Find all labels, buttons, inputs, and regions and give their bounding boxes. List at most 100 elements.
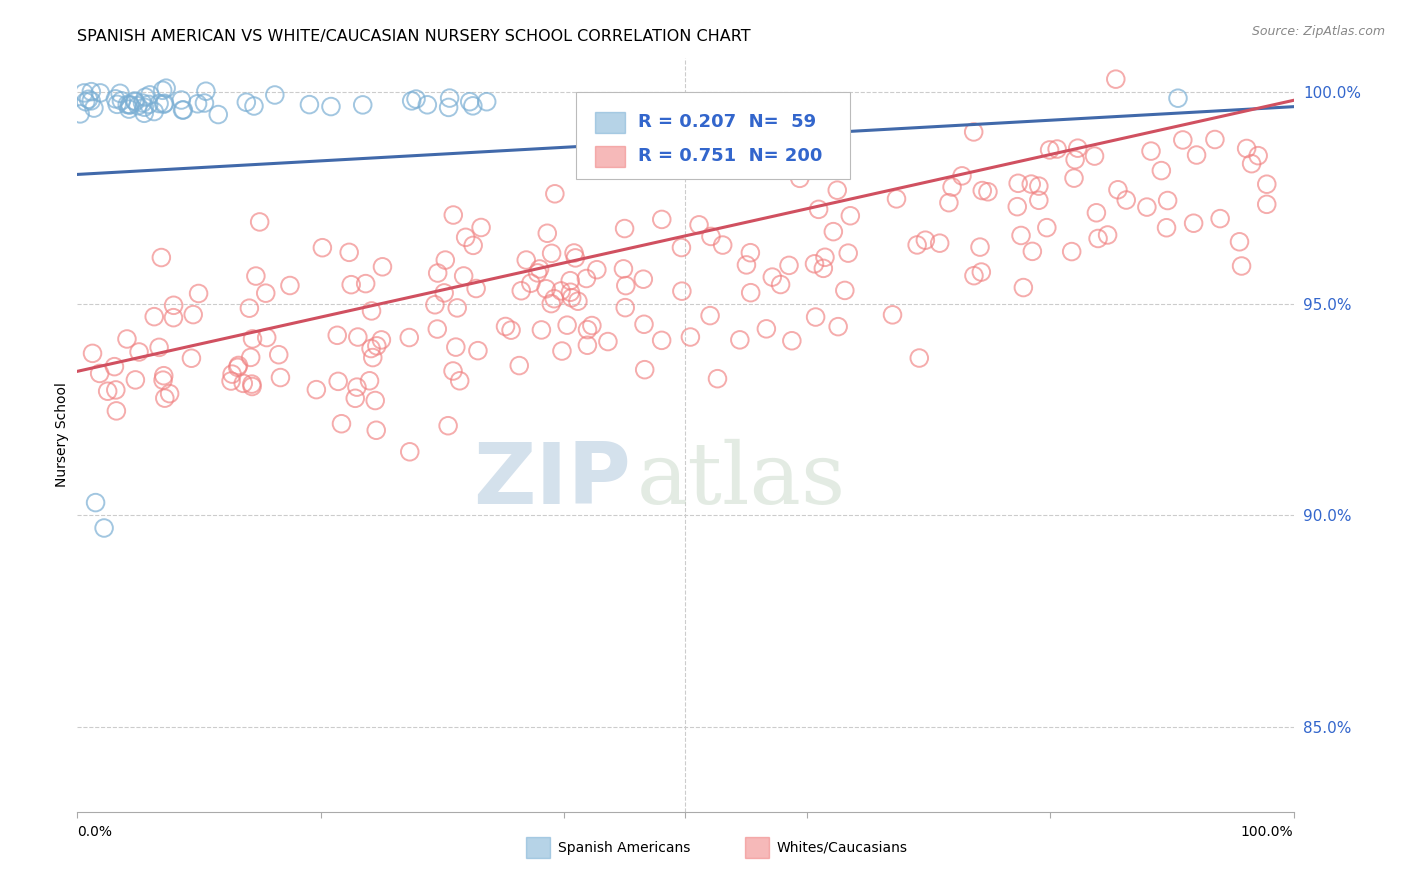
- Point: [405, 92, 427, 106]
- Point: [364, 393, 387, 408]
- Point: [1171, 133, 1194, 147]
- Point: [398, 330, 420, 344]
- FancyBboxPatch shape: [595, 146, 624, 167]
- Point: [1097, 227, 1119, 242]
- Point: [576, 323, 599, 337]
- Point: [806, 144, 828, 158]
- Point: [437, 100, 460, 114]
- Point: [187, 286, 209, 301]
- Point: [152, 97, 174, 112]
- Point: [1028, 179, 1050, 194]
- Point: [128, 345, 150, 359]
- Point: [586, 262, 609, 277]
- Point: [328, 375, 350, 389]
- Point: [1115, 193, 1137, 207]
- Point: [449, 374, 471, 388]
- Point: [1021, 244, 1043, 259]
- Point: [526, 266, 548, 280]
- Point: [232, 376, 254, 391]
- Point: [155, 81, 177, 95]
- Point: [256, 330, 278, 344]
- Point: [278, 278, 301, 293]
- Point: [1007, 200, 1029, 214]
- Point: [1060, 244, 1083, 259]
- Point: [576, 338, 599, 352]
- Point: [172, 103, 194, 117]
- Point: [612, 261, 634, 276]
- Point: [461, 99, 484, 113]
- Point: [441, 364, 464, 378]
- Point: [82, 346, 104, 360]
- Point: [453, 268, 475, 283]
- Point: [540, 246, 562, 260]
- Point: [243, 99, 266, 113]
- Point: [671, 241, 693, 255]
- Point: [207, 107, 229, 121]
- Point: [434, 253, 457, 268]
- Point: [398, 444, 420, 458]
- Point: [139, 87, 162, 102]
- Point: [614, 278, 637, 293]
- Point: [970, 265, 993, 279]
- Point: [193, 96, 215, 111]
- Point: [1083, 149, 1105, 163]
- Point: [131, 96, 153, 111]
- Point: [728, 333, 751, 347]
- Point: [152, 373, 174, 387]
- Point: [1085, 206, 1108, 220]
- Point: [426, 322, 449, 336]
- Point: [337, 245, 360, 260]
- Point: [110, 94, 132, 108]
- Point: [77, 92, 100, 106]
- Point: [115, 97, 138, 112]
- Point: [228, 359, 250, 373]
- Point: [80, 85, 103, 99]
- Point: [634, 362, 657, 376]
- Point: [75, 95, 97, 109]
- Point: [423, 298, 446, 312]
- Point: [105, 97, 128, 112]
- Point: [1156, 194, 1178, 208]
- Point: [740, 245, 762, 260]
- Point: [769, 277, 792, 292]
- Point: [238, 301, 260, 316]
- Point: [1105, 72, 1128, 87]
- Point: [564, 251, 586, 265]
- Point: [444, 340, 467, 354]
- Point: [194, 84, 217, 98]
- Point: [508, 359, 530, 373]
- Point: [520, 276, 543, 290]
- Point: [330, 417, 353, 431]
- Point: [89, 86, 111, 100]
- Point: [269, 370, 291, 384]
- Point: [371, 260, 394, 274]
- Text: Source: ZipAtlas.com: Source: ZipAtlas.com: [1251, 25, 1385, 38]
- FancyBboxPatch shape: [745, 838, 769, 858]
- Point: [97, 384, 120, 399]
- Point: [254, 286, 277, 301]
- Point: [426, 266, 449, 280]
- Point: [530, 323, 553, 337]
- Point: [416, 97, 439, 112]
- Point: [104, 383, 127, 397]
- Point: [170, 93, 193, 107]
- Point: [905, 238, 928, 252]
- Point: [1156, 220, 1178, 235]
- Point: [515, 253, 537, 268]
- Point: [651, 212, 673, 227]
- Point: [221, 367, 243, 381]
- Point: [152, 83, 174, 97]
- Point: [84, 495, 107, 509]
- Point: [240, 377, 263, 392]
- Point: [153, 96, 176, 111]
- Point: [1247, 149, 1270, 163]
- Point: [127, 99, 149, 113]
- Point: [977, 185, 1000, 199]
- Point: [1167, 91, 1189, 105]
- Point: [1150, 163, 1173, 178]
- Point: [83, 101, 105, 115]
- Point: [1012, 280, 1035, 294]
- Point: [1230, 259, 1253, 273]
- Point: [366, 423, 388, 437]
- Point: [134, 100, 156, 114]
